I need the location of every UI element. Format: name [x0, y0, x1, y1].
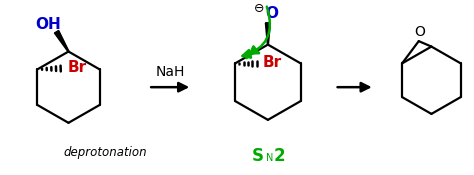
Text: ⊖: ⊖ — [254, 2, 264, 15]
Text: OH: OH — [36, 17, 62, 32]
Text: 2: 2 — [274, 148, 285, 166]
FancyArrowPatch shape — [243, 7, 270, 58]
Text: Br: Br — [263, 55, 282, 70]
Text: O: O — [414, 25, 425, 39]
Polygon shape — [265, 23, 270, 45]
FancyArrowPatch shape — [246, 46, 259, 58]
Text: Br: Br — [68, 60, 87, 75]
Text: deprotonation: deprotonation — [64, 146, 147, 159]
Text: N: N — [266, 153, 273, 163]
Text: S: S — [252, 148, 264, 166]
Polygon shape — [55, 30, 69, 52]
Text: O: O — [265, 6, 278, 21]
Text: NaH: NaH — [155, 65, 185, 79]
